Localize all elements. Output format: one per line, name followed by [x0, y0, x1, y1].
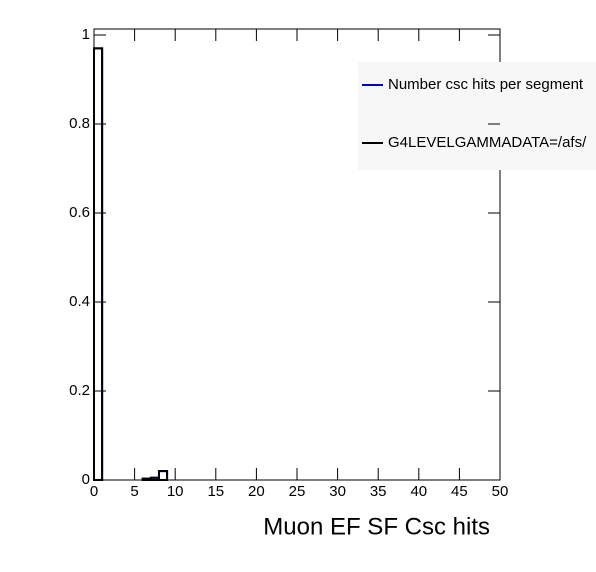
y-tick-label: 0.8 — [69, 115, 90, 132]
legend-label: Number csc hits per segment — [388, 76, 584, 93]
x-tick-label: 0 — [90, 483, 98, 500]
x-tick-label: 20 — [248, 483, 265, 500]
x-tick-label: 50 — [492, 483, 509, 500]
x-tick-label: 40 — [410, 483, 427, 500]
histogram-bin — [93, 47, 104, 481]
x-tick-label: 15 — [207, 483, 224, 500]
y-tick-label: 1 — [82, 26, 90, 43]
histogram-bin — [141, 477, 152, 482]
y-tick-label: 0.6 — [69, 204, 90, 221]
x-tick-label: 10 — [167, 483, 184, 500]
x-tick-label: 45 — [451, 483, 468, 500]
x-tick-label: 5 — [130, 483, 138, 500]
x-axis-title: Muon EF SF Csc hits — [263, 513, 490, 540]
histogram-bin — [157, 470, 169, 482]
histogram-bin — [93, 47, 104, 481]
legend-box — [358, 62, 596, 170]
y-tick-label: 0.2 — [69, 382, 90, 399]
legend-label: G4LEVELGAMMADATA=/afs/ — [388, 134, 587, 151]
y-tick-label: 0.4 — [69, 293, 90, 310]
histogram-bin — [149, 476, 160, 481]
y-tick-label: 0 — [82, 471, 90, 488]
x-tick-label: 35 — [370, 483, 387, 500]
x-tick-label: 30 — [329, 483, 346, 500]
histogram-bin — [157, 470, 169, 482]
x-tick-label: 25 — [289, 483, 306, 500]
